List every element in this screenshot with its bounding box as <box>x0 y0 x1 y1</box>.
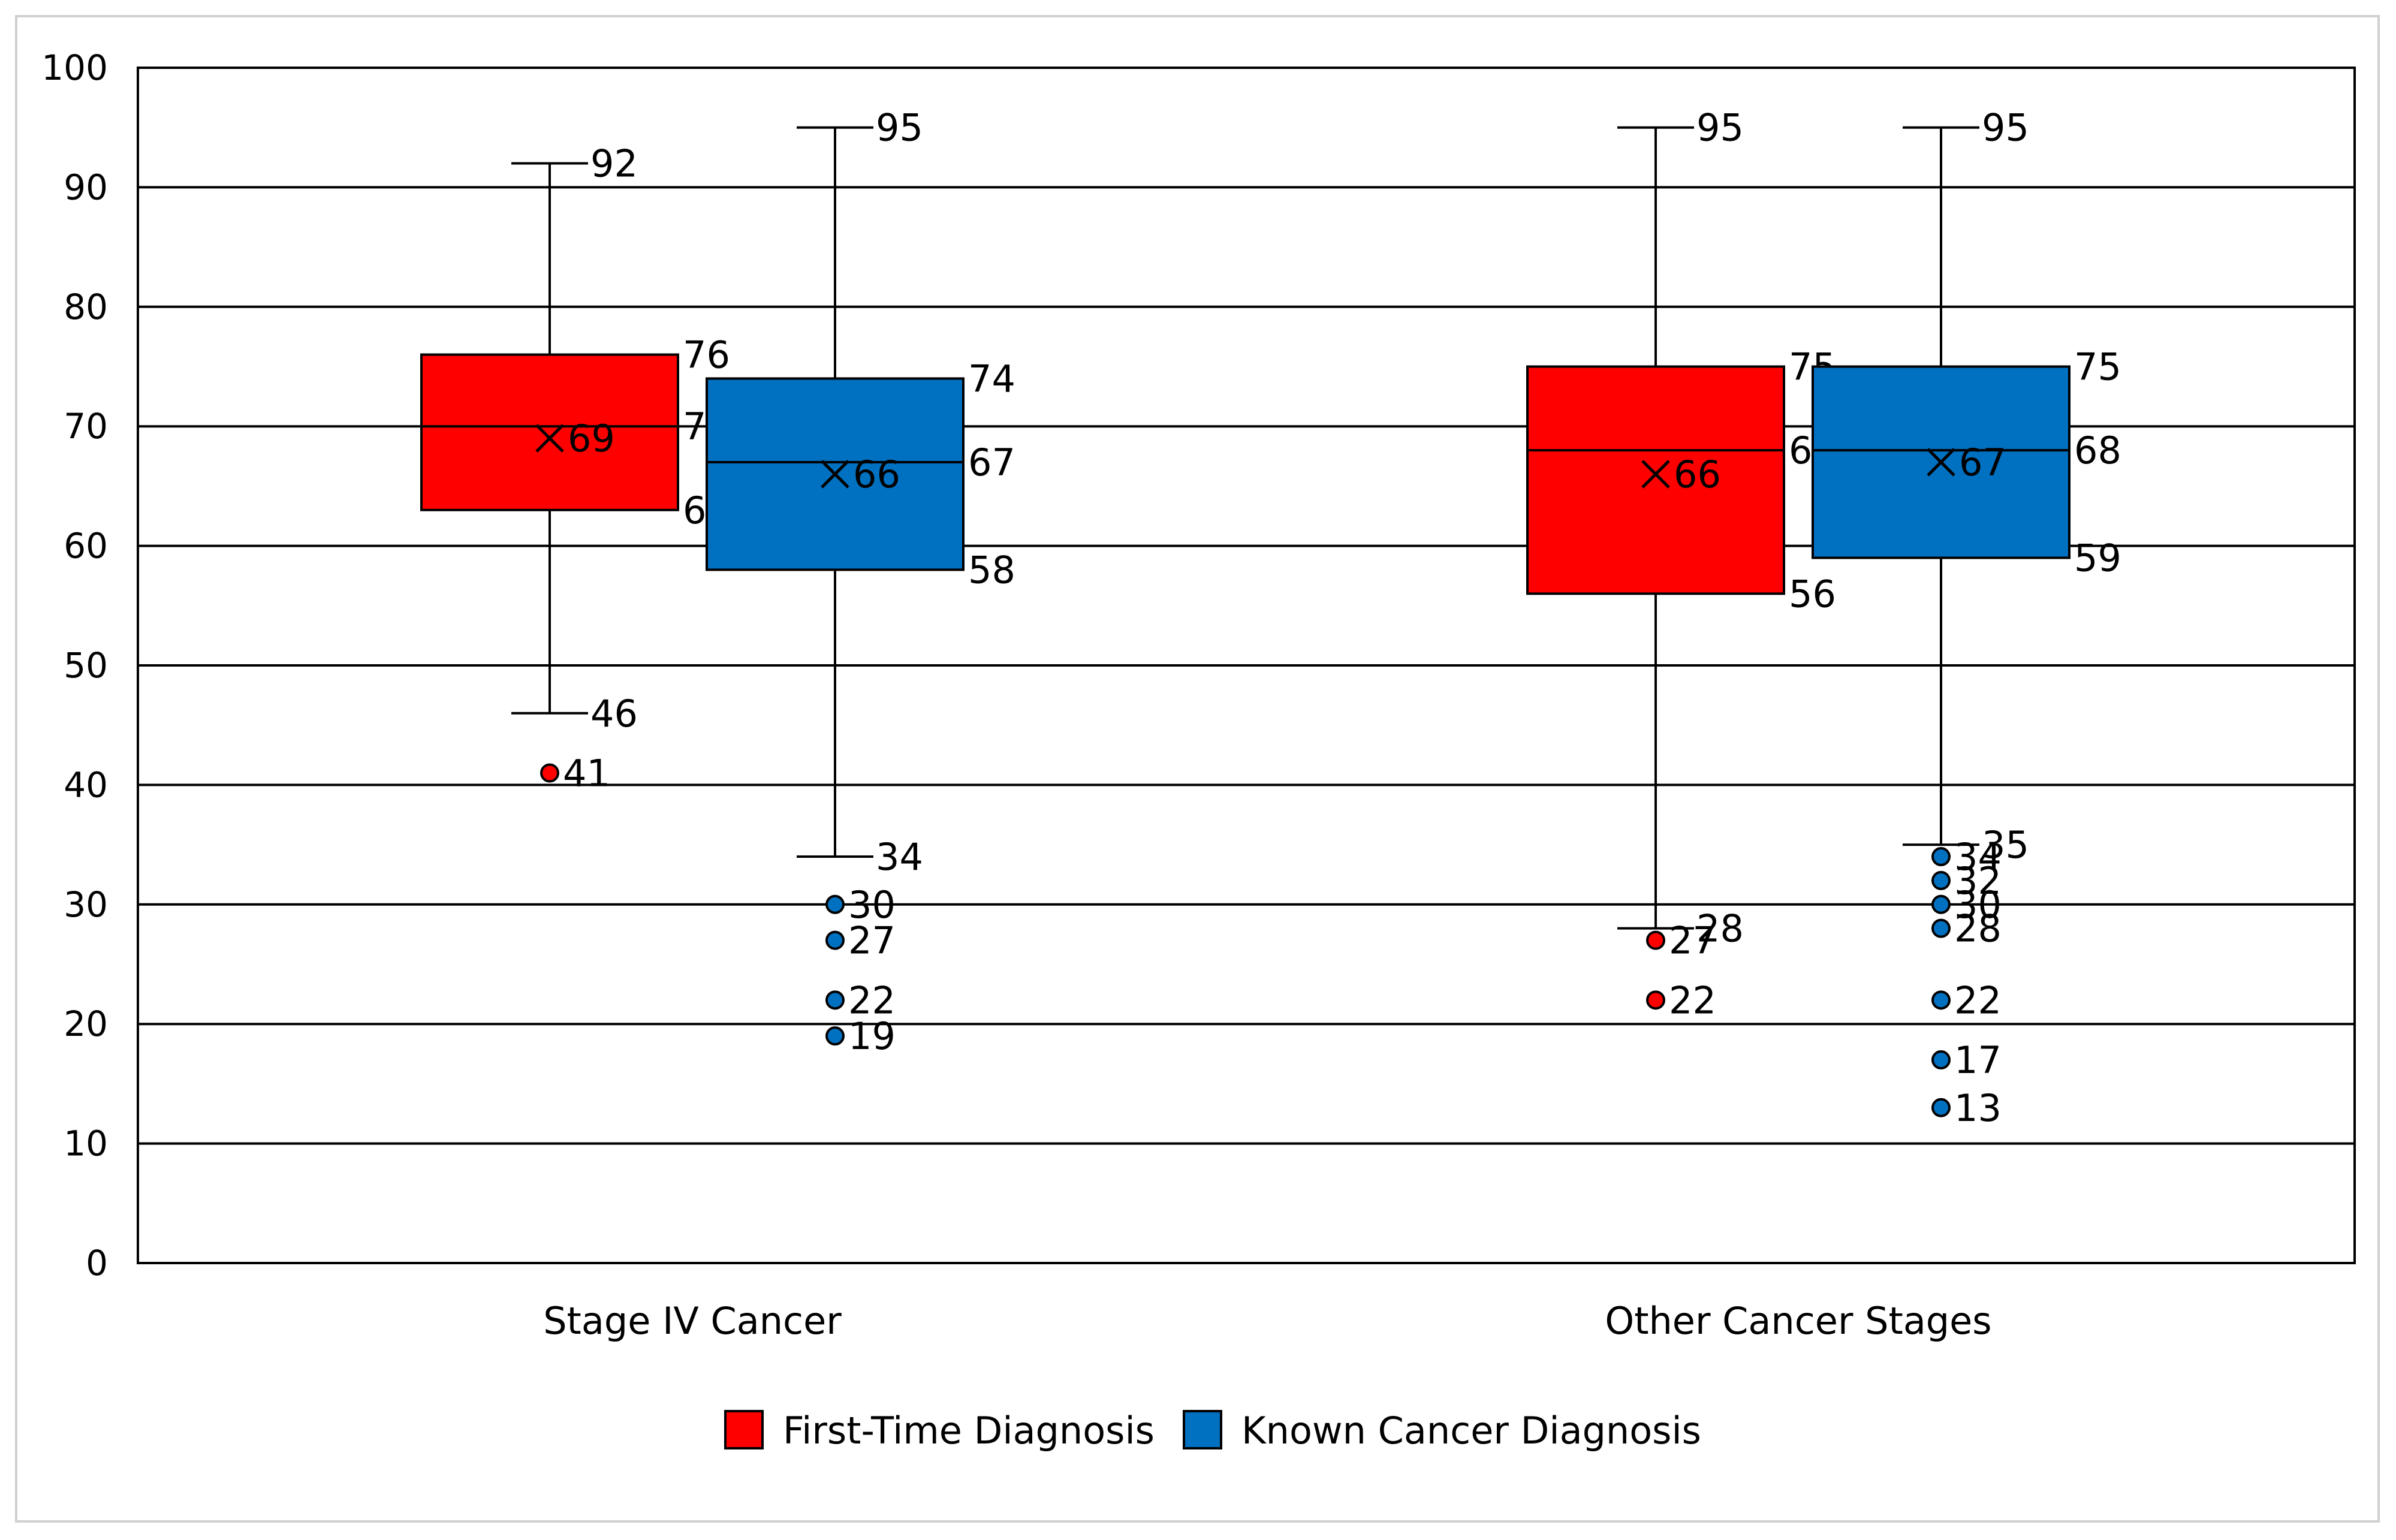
mean-marker <box>1641 460 1670 489</box>
outlier-label: 22 <box>1954 978 2002 1022</box>
min-label: 34 <box>876 835 923 879</box>
q3-label: 74 <box>968 357 1015 400</box>
outlier-point <box>1646 990 1665 1010</box>
y-tick-label: 10 <box>64 1123 108 1164</box>
mean-label: 66 <box>853 453 900 496</box>
outlier-point <box>1931 990 1951 1010</box>
median-label: 67 <box>968 441 1015 484</box>
mean-label: 66 <box>1674 453 1721 496</box>
x-category-label: Stage IV Cancer <box>543 1299 842 1343</box>
outlier-point <box>1931 894 1951 914</box>
mean-label: 67 <box>1959 441 2006 484</box>
x-category-label: Other Cancer Stages <box>1605 1299 1991 1343</box>
q1-label: 58 <box>968 548 1015 592</box>
legend-label: First-Time Diagnosis <box>783 1409 1155 1452</box>
outlier-label: 22 <box>1669 978 1716 1022</box>
max-label: 92 <box>590 142 638 186</box>
outlier-label: 27 <box>1669 919 1716 963</box>
q3-label: 75 <box>2074 345 2121 389</box>
max-label: 95 <box>1982 106 2029 150</box>
median-label: 68 <box>2074 429 2121 472</box>
outlier-point <box>825 930 845 950</box>
mean-marker <box>1927 448 1955 477</box>
q1-label: 59 <box>2074 537 2121 580</box>
y-tick-label: 30 <box>64 884 108 925</box>
chart-frame <box>15 15 2380 1523</box>
outlier-label: 27 <box>848 919 896 963</box>
mean-marker <box>535 424 564 453</box>
outlier-label: 19 <box>848 1014 896 1058</box>
y-tick-label: 40 <box>64 764 108 805</box>
y-tick-label: 20 <box>64 1003 108 1044</box>
outlier-point <box>540 763 559 783</box>
y-tick-label: 70 <box>64 406 108 447</box>
outlier-point <box>825 894 845 914</box>
y-tick-label: 90 <box>64 167 108 207</box>
min-label: 28 <box>1696 907 1744 951</box>
min-label: 35 <box>1982 823 2029 867</box>
outlier-label: 34 <box>1954 835 2002 879</box>
legend-label: Known Cancer Diagnosis <box>1241 1409 1701 1452</box>
max-label: 95 <box>876 106 923 150</box>
q3-label: 76 <box>683 333 730 377</box>
y-tick-label: 100 <box>41 47 108 88</box>
outlier-point <box>1931 1050 1951 1070</box>
mean-marker <box>821 460 849 489</box>
outlier-point <box>825 1026 845 1046</box>
outlier-label: 13 <box>1954 1086 2002 1130</box>
legend-swatch <box>1183 1410 1222 1449</box>
q1-label: 56 <box>1789 572 1836 616</box>
iqr-box <box>1526 365 1785 595</box>
outlier-label: 28 <box>1954 907 2002 951</box>
outlier-label: 30 <box>1954 883 2002 927</box>
y-tick-label: 80 <box>64 287 108 327</box>
outlier-label: 32 <box>1954 859 2002 903</box>
outlier-point <box>825 990 845 1010</box>
mean-label: 69 <box>568 417 615 460</box>
outlier-point <box>1931 847 1951 867</box>
iqr-box <box>420 353 679 511</box>
outlier-point <box>1931 918 1951 938</box>
min-label: 46 <box>590 692 638 736</box>
y-tick-label: 50 <box>64 645 108 686</box>
outlier-label: 17 <box>1954 1038 2002 1082</box>
y-tick-label: 0 <box>86 1243 108 1283</box>
max-label: 95 <box>1696 106 1744 150</box>
outlier-point <box>1931 870 1951 890</box>
outlier-label: 30 <box>848 883 896 927</box>
outlier-label: 41 <box>563 751 610 795</box>
legend-swatch <box>724 1410 764 1449</box>
outlier-point <box>1931 1098 1951 1117</box>
outlier-point <box>1646 930 1665 950</box>
outlier-label: 22 <box>848 978 896 1022</box>
y-tick-label: 60 <box>64 526 108 566</box>
